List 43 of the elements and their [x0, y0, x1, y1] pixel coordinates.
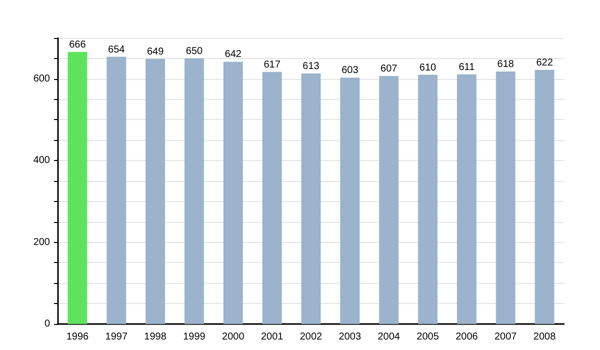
- bar: [340, 78, 360, 324]
- data-label: 613: [302, 61, 320, 72]
- x-tick-label: 1996: [66, 332, 90, 342]
- bar: [262, 72, 282, 324]
- data-label: 611: [458, 62, 476, 73]
- data-label: 650: [186, 46, 204, 57]
- x-tick-label: 2003: [338, 332, 362, 342]
- x-tick-label: 2001: [260, 332, 284, 342]
- x-tick-label: 2004: [378, 332, 400, 342]
- bar: [418, 74, 438, 324]
- x-tick-label: 2008: [533, 332, 556, 342]
- x-tick-label: 2006: [456, 332, 478, 342]
- data-label: 654: [108, 44, 126, 56]
- data-label: 642: [224, 49, 242, 60]
- data-label: 607: [380, 63, 398, 74]
- bar: [184, 58, 204, 324]
- x-tick-label: 1998: [144, 332, 167, 342]
- y-tick-label: 200: [33, 236, 50, 248]
- bar: [106, 56, 126, 324]
- bar: [301, 74, 321, 324]
- x-tick-label: 2002: [300, 332, 323, 342]
- x-tick-label: 2005: [416, 332, 440, 342]
- data-label: 618: [497, 59, 514, 70]
- bar: [379, 76, 399, 324]
- bar: [68, 52, 88, 324]
- bar: [456, 74, 476, 324]
- x-tick-label: 1997: [105, 332, 128, 342]
- data-label: 622: [536, 57, 554, 68]
- y-tick-label: 600: [33, 73, 50, 84]
- data-label: 610: [419, 62, 437, 74]
- x-tick-label: 1999: [183, 332, 206, 342]
- bar: [496, 72, 516, 324]
- data-label: 649: [146, 46, 164, 58]
- bar: [223, 62, 243, 324]
- data-label: 617: [264, 59, 281, 70]
- y-tick-label: 0: [44, 318, 50, 330]
- data-label: 666: [69, 39, 86, 50]
- y-tick-label: 400: [33, 155, 50, 166]
- x-tick-label: 2000: [222, 332, 245, 342]
- x-tick-label: 2007: [494, 332, 518, 342]
- bar: [146, 58, 166, 324]
- bar: [534, 70, 554, 324]
- data-label: 603: [342, 65, 359, 76]
